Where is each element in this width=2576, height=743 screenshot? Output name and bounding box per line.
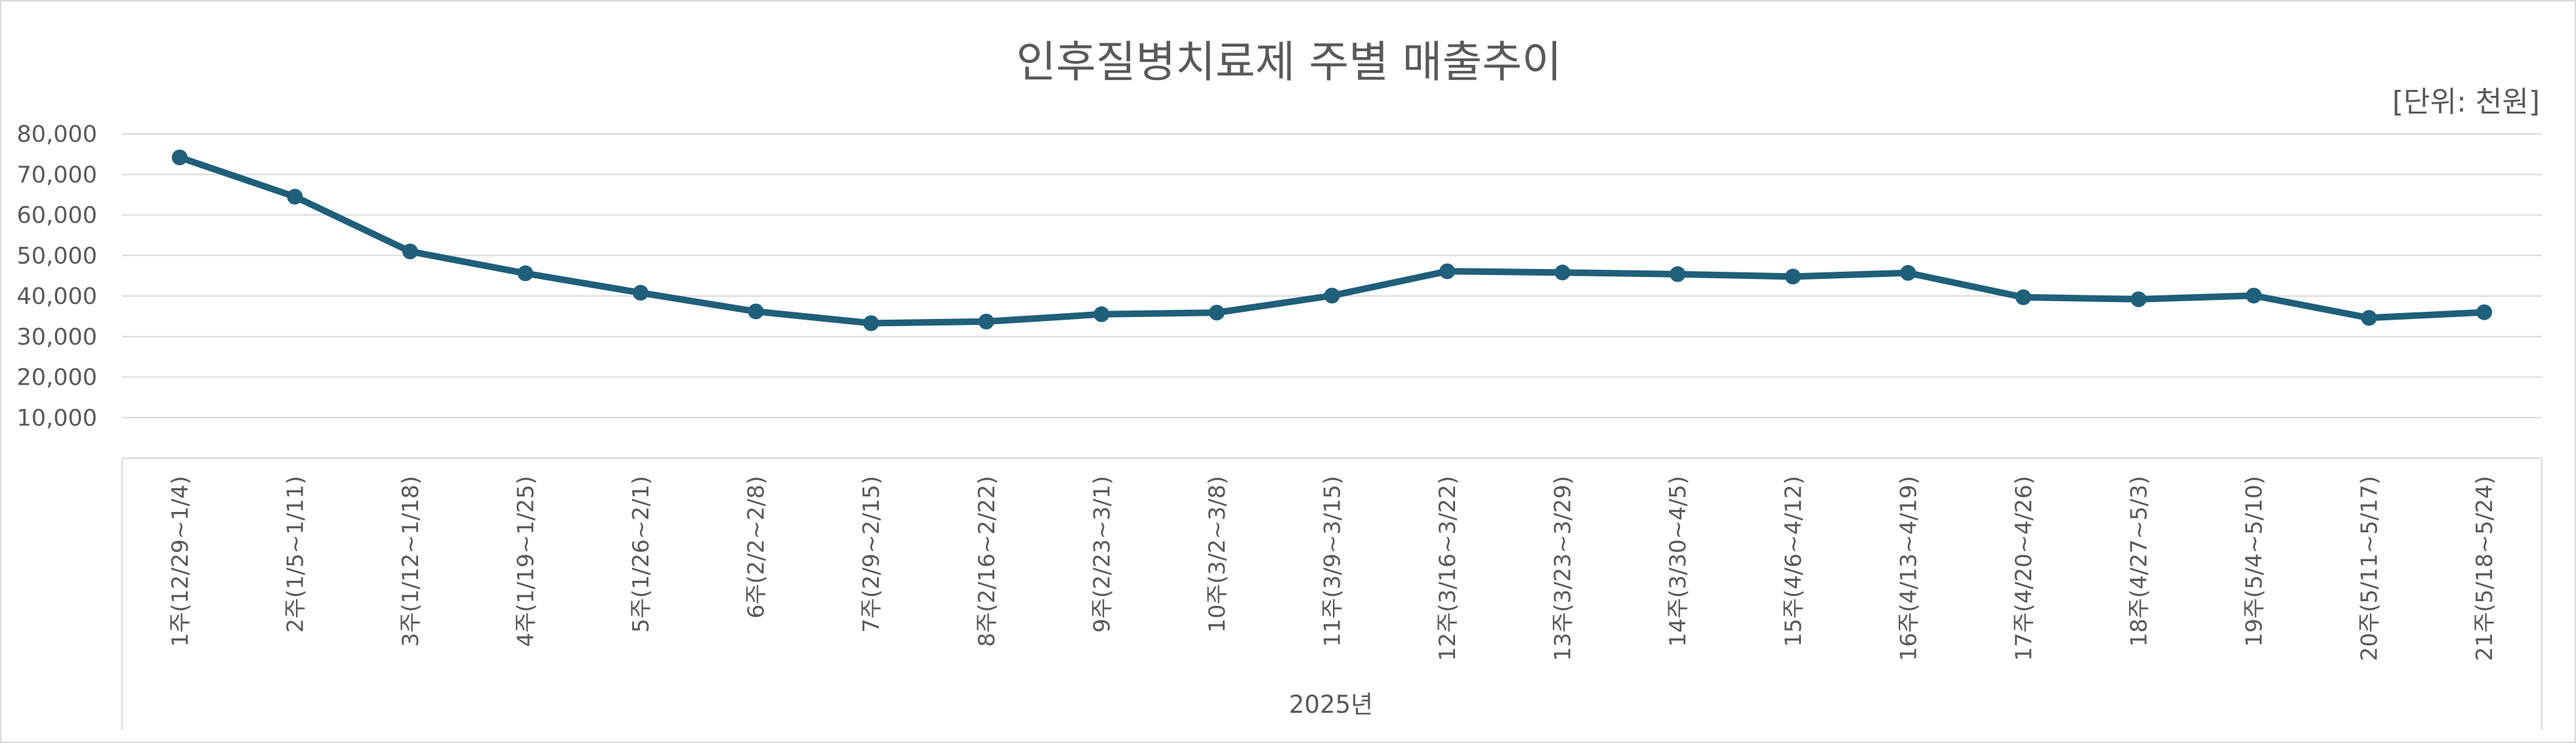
x-tick-label: 5주(1/26~2/1) (628, 476, 654, 633)
data-point (402, 244, 418, 260)
x-tick-label: 9주(2/23~3/1) (1089, 476, 1115, 633)
unit-note: [단위: 천원] (2392, 85, 2540, 119)
x-tick-label: 12주(3/16~3/22) (1435, 476, 1461, 661)
y-axis-tick-labels: 10,000 20,000 30,000 40,000 50,000 60,000 70,0… (17, 121, 97, 431)
y-tick-label: 40,000 (17, 284, 97, 310)
x-tick-label: 11주(3/9~3/15) (1320, 476, 1346, 647)
data-point (633, 285, 649, 301)
x-tick-label: 6주(2/2~2/8) (744, 476, 770, 618)
x-tick-label: 8주(2/16~2/22) (974, 476, 1000, 647)
x-tick-label: 15주(4/6~4/12) (1781, 476, 1807, 647)
data-point (1324, 287, 1340, 304)
x-tick-label: 21주(5/18~5/24) (2472, 476, 2498, 661)
data-point (1784, 268, 1801, 285)
data-point (1554, 265, 1571, 281)
chart-title: 인후질병치료제 주별 매출추이 (1016, 37, 1561, 87)
data-point (2130, 291, 2147, 307)
x-tick-label: 19주(5/4~5/10) (2241, 476, 2268, 647)
x-tick-label: 16주(4/13~4/19) (1895, 476, 1922, 661)
data-point (2361, 310, 2377, 326)
y-tick-label: 80,000 (17, 121, 97, 148)
x-tick-label: 3주(1/12~1/18) (398, 476, 424, 647)
data-point (1208, 305, 1225, 321)
data-point (517, 265, 534, 282)
data-point (748, 303, 764, 320)
x-tick-label: 10주(3/2~3/8) (1204, 476, 1231, 633)
data-point (287, 188, 303, 205)
x-tick-label: 2주(1/5~1/11) (282, 476, 308, 633)
series-markers (171, 149, 2493, 331)
y-tick-label: 60,000 (17, 203, 97, 229)
x-tick-label: 13주(3/23~3/29) (1550, 476, 1576, 661)
x-tick-label: 18주(4/27~5/3) (2126, 476, 2153, 647)
y-tick-label: 50,000 (17, 243, 97, 269)
data-point (171, 149, 188, 165)
data-point (2246, 287, 2262, 304)
data-point (1900, 265, 1916, 281)
data-point (1670, 266, 1686, 282)
x-tick-label: 4주(1/19~1/25) (513, 476, 539, 647)
y-tick-label: 20,000 (17, 365, 97, 391)
data-point (1093, 306, 1110, 322)
data-point (2476, 304, 2493, 320)
x-tick-label: 14주(3/30~4/5) (1665, 476, 1691, 647)
data-point (2015, 289, 2031, 305)
x-tick-label: 1주(12/29~1/4) (167, 476, 194, 647)
x-tick-label: 20주(5/11~5/17) (2357, 476, 2383, 661)
y-tick-label: 10,000 (17, 405, 97, 431)
x-axis-tick-labels: 1주(12/29~1/4) 2주(1/5~1/11) 3주(1/12~1/18) 4주… (167, 476, 2498, 661)
data-point (1439, 263, 1456, 280)
data-point (978, 313, 994, 329)
gridlines (122, 133, 2542, 419)
y-tick-label: 70,000 (17, 162, 97, 188)
x-axis-label: 2025년 (1289, 690, 1373, 719)
data-point (863, 315, 879, 331)
y-tick-label: 30,000 (17, 324, 97, 350)
x-tick-label: 7주(2/9~2/15) (858, 476, 885, 633)
x-tick-label: 17주(4/20~4/26) (2011, 476, 2037, 661)
plot-area-border (121, 457, 2543, 730)
